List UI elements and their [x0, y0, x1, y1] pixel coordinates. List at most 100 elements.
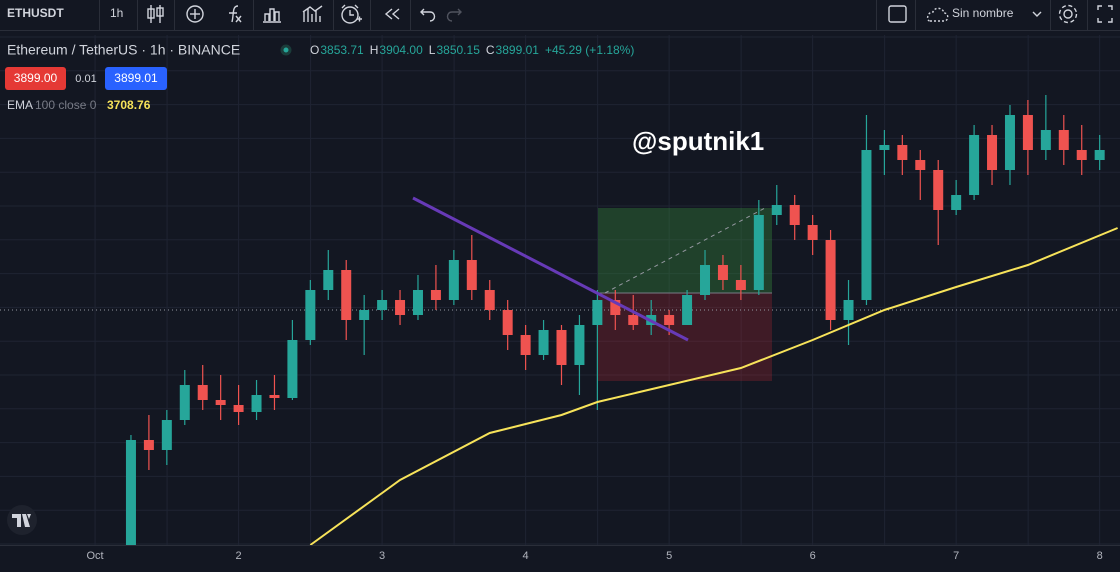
- candle-body: [753, 215, 764, 290]
- sell-price: 3899.00: [14, 71, 58, 85]
- candle-body: [520, 335, 531, 355]
- candle-body: [251, 395, 262, 412]
- candle-body: [269, 395, 280, 398]
- chart-title: Ethereum / TetherUS · 1h · BINANCE: [7, 42, 240, 58]
- candle-body: [143, 440, 154, 450]
- ohlc-label: H: [370, 43, 379, 57]
- ohlc-label: O: [310, 43, 319, 57]
- candle-body: [1094, 150, 1105, 160]
- candle-body: [287, 340, 298, 398]
- candle-body: [161, 420, 172, 450]
- financials-button[interactable]: [302, 5, 323, 22]
- candle-body: [628, 315, 639, 325]
- candle-body: [215, 400, 226, 405]
- candle-body: [484, 290, 495, 310]
- replay-button[interactable]: [384, 8, 400, 20]
- candle-body: [717, 265, 728, 280]
- ohlc-legend: O 3853.71 H 3904.00 L 3850.15 C 3899.01 +45.29 (…: [310, 43, 634, 57]
- ema-line: [309, 227, 1118, 546]
- candle-body: [1058, 130, 1069, 150]
- buy-button[interactable]: [105, 67, 167, 90]
- candle-body: [771, 205, 782, 215]
- candle-body: [305, 290, 316, 340]
- candle-body: [897, 145, 908, 160]
- candle-body: [610, 300, 621, 315]
- candle-body: [951, 195, 962, 210]
- layout-menu-chevron[interactable]: [1032, 11, 1042, 17]
- x-tick-label: 2: [236, 550, 242, 562]
- indicators-button[interactable]: [229, 5, 242, 23]
- candle-body: [359, 310, 370, 320]
- symbol-button[interactable]: ETHUSDT: [7, 6, 64, 20]
- layout-button[interactable]: [888, 5, 907, 23]
- candle-body: [502, 310, 513, 335]
- candle-body: [682, 295, 693, 325]
- indicator-value: 3708.76: [107, 98, 151, 112]
- plot-area: [0, 95, 1120, 546]
- layout-name[interactable]: Sin nombre: [952, 6, 1014, 20]
- alert-button[interactable]: [341, 4, 362, 24]
- indicator-params: 100 close 0: [35, 98, 97, 112]
- x-tick-label: Oct: [87, 550, 104, 562]
- candle-body: [538, 330, 549, 355]
- x-tick-label: 6: [810, 550, 816, 562]
- candle-body: [233, 405, 244, 412]
- candle-body: [789, 205, 800, 225]
- settings-button[interactable]: [1058, 4, 1078, 24]
- cloud-icon: [926, 7, 949, 22]
- sell-button[interactable]: [5, 67, 66, 90]
- ohlc-value: 3853.71: [320, 43, 364, 57]
- indicator-name: EMA: [7, 98, 33, 112]
- fullscreen-button[interactable]: [1097, 5, 1113, 23]
- candle-body: [412, 290, 423, 315]
- ohlc-value: 3850.15: [436, 43, 480, 57]
- candle-body: [933, 170, 944, 210]
- candle-body: [574, 325, 585, 365]
- candle-body: [861, 150, 872, 300]
- ohlc-value: 3899.01: [496, 43, 540, 57]
- candle-body: [700, 265, 711, 295]
- candle-body: [1040, 130, 1051, 150]
- redo-button: [446, 8, 462, 22]
- x-tick-label: 3: [379, 550, 385, 562]
- candle-body: [377, 300, 388, 310]
- ohlc-label: L: [429, 43, 436, 57]
- candle-body: [592, 300, 603, 325]
- candle-body: [987, 135, 998, 170]
- x-tick-label: 7: [953, 550, 959, 562]
- candle-body: [843, 300, 854, 320]
- tradingview-logo[interactable]: [7, 505, 37, 535]
- candle-body: [1022, 115, 1033, 150]
- candle-body: [448, 260, 459, 300]
- trend-line[interactable]: [412, 196, 689, 342]
- candle-type-button[interactable]: [147, 5, 164, 23]
- candle-body: [430, 290, 441, 300]
- undo-button[interactable]: [420, 8, 436, 22]
- spread: 0.01: [75, 73, 96, 85]
- candle-body: [807, 225, 818, 240]
- candle-body: [556, 330, 567, 365]
- ohlc-label: C: [486, 43, 495, 57]
- candle-body: [125, 440, 136, 545]
- candle-body: [179, 385, 190, 420]
- buy-price: 3899.01: [114, 71, 158, 85]
- candle-body: [466, 260, 477, 290]
- templates-button[interactable]: [263, 8, 281, 23]
- x-tick-label: 8: [1097, 550, 1103, 562]
- market-status: [280, 44, 292, 56]
- candle-body: [1076, 150, 1087, 160]
- candle-body: [735, 280, 746, 290]
- candle-body: [969, 135, 980, 195]
- position-dashed-line: [604, 207, 766, 294]
- candle-body: [341, 270, 352, 320]
- candle-body: [879, 145, 890, 150]
- candle-body: [825, 240, 836, 320]
- candle-body: [915, 160, 926, 170]
- compare-button[interactable]: [186, 5, 204, 23]
- x-tick-label: 5: [666, 550, 672, 562]
- candle-body: [197, 385, 208, 400]
- interval-button[interactable]: 1h: [110, 6, 123, 20]
- x-tick-label: 4: [523, 550, 529, 562]
